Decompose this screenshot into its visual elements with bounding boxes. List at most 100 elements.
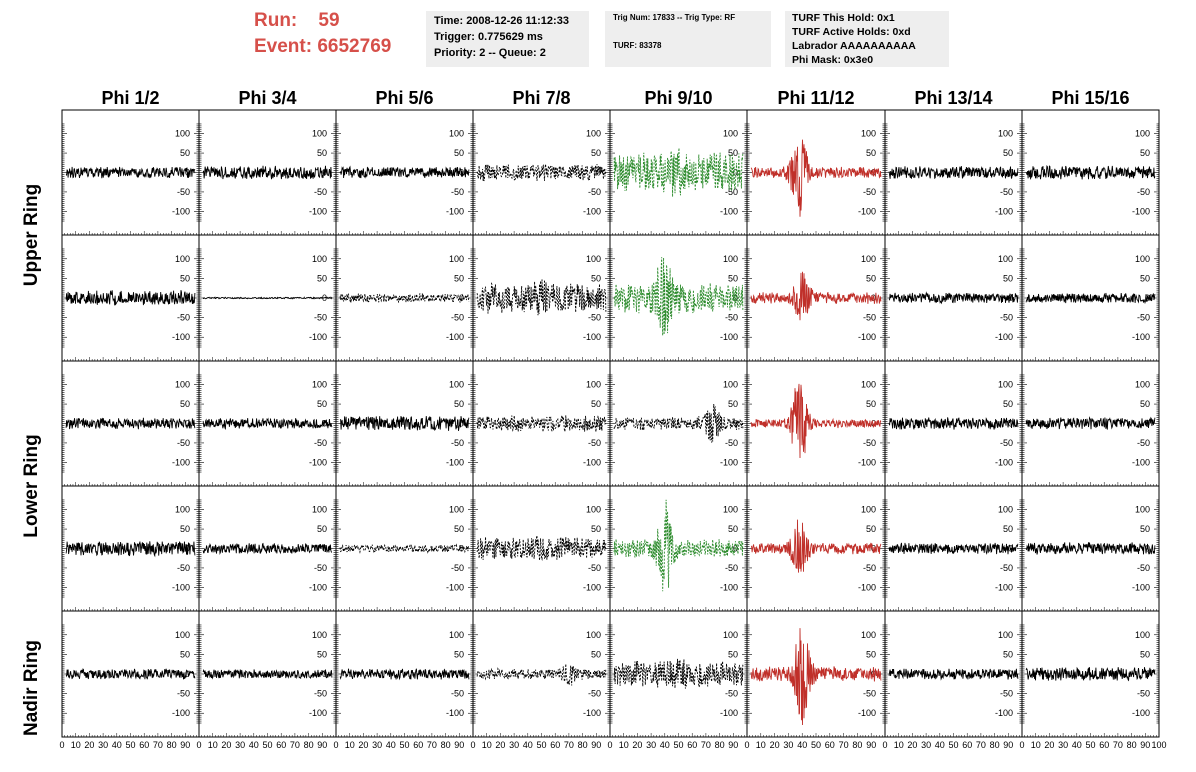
waveform-trace xyxy=(65,540,196,558)
y-tick-label: 0 xyxy=(459,419,464,429)
y-tick-label: 100 xyxy=(861,129,876,139)
y-tick-label: -100 xyxy=(720,332,738,342)
waveform-trace xyxy=(339,165,470,179)
y-tick-label: -100 xyxy=(309,457,327,467)
waveform-trace xyxy=(888,542,1019,555)
y-tick-label: -50 xyxy=(314,563,327,573)
waveform-trace xyxy=(613,257,744,336)
column-header: Phi 15/16 xyxy=(1051,88,1129,108)
y-tick-label: 100 xyxy=(1135,380,1150,390)
y-tick-label: 100 xyxy=(175,254,190,264)
y-tick-label: -100 xyxy=(172,206,190,216)
y-tick-label: -50 xyxy=(588,187,601,197)
y-tick-label: -100 xyxy=(309,206,327,216)
waveform-trace xyxy=(202,542,332,556)
y-tick-label: 50 xyxy=(1003,524,1013,534)
y-tick-label: -50 xyxy=(725,187,738,197)
y-tick-label: 0 xyxy=(733,168,738,178)
y-tick-label: 100 xyxy=(723,505,738,515)
waveform-trace xyxy=(750,519,882,573)
y-tick-label: 50 xyxy=(728,399,738,409)
run-event-info: Run: 59 Event: 6652769 xyxy=(254,8,391,60)
y-tick-label: -100 xyxy=(858,206,876,216)
y-tick-label: 50 xyxy=(866,524,876,534)
waveform-trace xyxy=(339,543,469,554)
y-tick-label: 50 xyxy=(317,148,327,158)
y-tick-label: -50 xyxy=(1137,438,1150,448)
y-tick-label: 100 xyxy=(449,129,464,139)
waveform-trace xyxy=(203,296,333,300)
y-tick-label: 50 xyxy=(317,399,327,409)
run-line: Run: 59 xyxy=(254,8,391,34)
y-tick-label: 0 xyxy=(596,544,601,554)
y-tick-label: 50 xyxy=(1140,273,1150,283)
waveform-trace xyxy=(476,279,607,316)
y-tick-label: -50 xyxy=(314,438,327,448)
y-tick-label: -50 xyxy=(863,187,876,197)
y-tick-label: -100 xyxy=(995,457,1013,467)
y-tick-label: -50 xyxy=(1000,313,1013,323)
column-header: Phi 9/10 xyxy=(644,88,712,108)
waveform-trace xyxy=(750,271,882,321)
column-header: Phi 1/2 xyxy=(101,88,159,108)
y-tick-label: 0 xyxy=(596,419,601,429)
y-tick-label: -100 xyxy=(583,457,601,467)
phi-mask-text: Phi Mask: 0x3e0 xyxy=(792,54,874,66)
y-tick-label: -100 xyxy=(583,332,601,342)
y-tick-label: 100 xyxy=(998,129,1013,139)
y-tick-label: 50 xyxy=(454,148,464,158)
waveform-trace xyxy=(202,417,333,430)
column-header: Phi 13/14 xyxy=(914,88,992,108)
y-tick-label: 100 xyxy=(449,254,464,264)
y-tick-label: -50 xyxy=(451,313,464,323)
waveform-trace xyxy=(339,415,470,431)
waveform-trace xyxy=(1025,416,1156,430)
y-tick-label: -50 xyxy=(1000,187,1013,197)
y-tick-label: -50 xyxy=(177,313,190,323)
priority-text: Priority: 2 -- Queue: 2 xyxy=(434,47,546,59)
y-tick-label: 50 xyxy=(454,399,464,409)
waveform-trace xyxy=(1025,164,1156,180)
run-value: 59 xyxy=(318,10,340,31)
run-label: Run: xyxy=(254,10,298,31)
y-tick-label: -100 xyxy=(858,457,876,467)
waveform-trace xyxy=(750,383,882,459)
y-tick-label: -100 xyxy=(172,332,190,342)
y-tick-label: -50 xyxy=(588,438,601,448)
y-tick-label: 100 xyxy=(175,505,190,515)
ring-label: Nadir Ring xyxy=(21,640,42,736)
y-tick-label: 0 xyxy=(1008,419,1013,429)
trig-num-text: Trig Num: 17833 -- Trig Type: RF xyxy=(613,13,736,22)
y-tick-label: -50 xyxy=(863,313,876,323)
y-tick-label: 0 xyxy=(459,544,464,554)
y-tick-label: -100 xyxy=(1132,206,1150,216)
y-tick-label: -100 xyxy=(446,582,464,592)
y-tick-label: 100 xyxy=(586,129,601,139)
waveform-trace xyxy=(476,415,607,432)
y-tick-label: -100 xyxy=(309,332,327,342)
y-tick-label: 50 xyxy=(591,399,601,409)
y-tick-label: 50 xyxy=(454,524,464,534)
y-tick-label: 100 xyxy=(723,129,738,139)
y-tick-label: 100 xyxy=(998,254,1013,264)
ring-label: Lower Ring xyxy=(21,434,42,537)
y-tick-label: -50 xyxy=(177,187,190,197)
y-tick-label: -100 xyxy=(858,332,876,342)
waveform-trace xyxy=(888,291,1019,305)
y-tick-label: 50 xyxy=(1003,399,1013,409)
y-tick-label: -50 xyxy=(588,563,601,573)
y-tick-label: 50 xyxy=(180,148,190,158)
column-header: Phi 7/8 xyxy=(512,88,570,108)
y-tick-label: 100 xyxy=(175,380,190,390)
y-tick-label: 100 xyxy=(861,380,876,390)
waveform-trace xyxy=(65,417,196,430)
y-tick-label: 50 xyxy=(591,148,601,158)
y-tick-label: 100 xyxy=(1135,129,1150,139)
waveform-trace xyxy=(750,139,882,217)
y-tick-label: -100 xyxy=(720,582,738,592)
y-tick-label: 50 xyxy=(728,273,738,283)
event-value: 6652769 xyxy=(317,36,392,57)
y-tick-label: -50 xyxy=(451,187,464,197)
y-tick-label: 50 xyxy=(180,399,190,409)
